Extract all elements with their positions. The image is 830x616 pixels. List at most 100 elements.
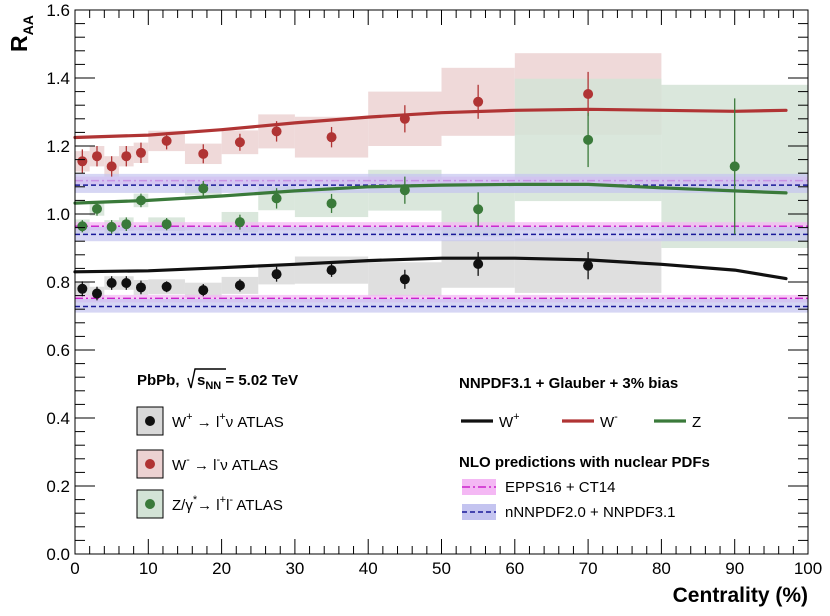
x-tick-label: 0 [70, 559, 79, 578]
data-point-wplus [161, 281, 172, 292]
x-tick-label: 20 [212, 559, 231, 578]
data-point-wminus [106, 161, 117, 172]
data-point-wminus [161, 135, 172, 146]
data-point-wplus [583, 260, 594, 271]
legend-label-z: Z/γ*→ l+l- ATLAS [172, 494, 283, 514]
data-point-wminus [135, 147, 146, 158]
model-curve-z [73, 182, 788, 205]
x-tick-label: 80 [652, 559, 671, 578]
data-point-wplus [198, 285, 209, 296]
data-point-wminus [234, 137, 245, 148]
data-point-z [198, 183, 209, 194]
axes-layer: 0 10 20 30 40 50 60 70 80 90 100 0.0 0.2 0.4 0.6 0.8 1.0… [6, 1, 822, 607]
legend-label-sup2: + [220, 494, 226, 506]
data-point-z [271, 193, 282, 204]
legend-label-tail: ν ATLAS [220, 457, 278, 474]
legend-system-text: PbPb, [137, 372, 180, 389]
legend-model-label-main: W [499, 414, 514, 431]
sqrt-symbol [187, 368, 226, 389]
data-point-wminus [198, 148, 209, 159]
legend-marker-z [145, 499, 155, 509]
data-point-wminus [473, 96, 484, 107]
data-point-wminus [121, 151, 132, 162]
legend-label-sup: - [186, 454, 190, 466]
y-tick-label: 0.4 [46, 409, 70, 428]
legend-system-label: PbPb, [137, 372, 180, 389]
data-point-wplus [91, 288, 102, 299]
legend-model-label-wplus: W+ [499, 411, 520, 431]
pdf-band-epps [75, 222, 808, 231]
data-point-z [77, 221, 88, 232]
data-point-z [729, 161, 740, 172]
y-tick-label: 1.4 [46, 69, 70, 88]
legend-nlo-title: NLO predictions with nuclear PDFs [459, 454, 710, 471]
legend-energy-value: = 5.02 TeV [221, 372, 298, 389]
data-point-z [234, 217, 245, 228]
legend-nlo-label-nnpdf: nNNPDF2.0 + NNPDF3.1 [505, 504, 675, 521]
y-tick-label: 0.8 [46, 273, 70, 292]
data-point-wminus [77, 156, 88, 167]
legend-label-sup2: - [217, 454, 221, 466]
data-point-wminus [91, 151, 102, 162]
legend-model-label-sup: + [513, 411, 519, 423]
y-axis-title-main: R [6, 35, 32, 52]
legend-label-wminus: W- → l-ν ATLAS [172, 454, 278, 474]
y-tick-label: 0.2 [46, 477, 70, 496]
data-point-wminus [271, 126, 282, 137]
pdf-band-epps [75, 294, 808, 303]
legend-label-sup: * [193, 494, 198, 506]
x-tick-label: 40 [359, 559, 378, 578]
pdf-band-nnpdf [75, 226, 808, 242]
data-point-wplus [473, 258, 484, 269]
legend-model-label-z: Z [692, 414, 701, 431]
data-point-wplus [106, 278, 117, 289]
legend-energy: sNN = 5.02 TeV [197, 372, 298, 392]
y-axis-title: RAA [6, 15, 36, 52]
legend-label-arrow: → l [197, 497, 220, 514]
data-point-z [91, 203, 102, 214]
data-point-wplus [77, 283, 88, 294]
data-point-wplus [135, 282, 146, 293]
pdf-band-nnpdf [75, 299, 808, 313]
legend-marker-wplus [145, 416, 155, 426]
legend-nlo-label-epps: EPPS16 + CT14 [505, 479, 615, 496]
pdf-band-nnpdf [75, 173, 808, 193]
model-curve-wplus [73, 256, 788, 281]
legend-label-arrow: → l [190, 457, 217, 474]
legend-label-wplus: W+ → l+ν ATLAS [172, 411, 284, 431]
data-point-z [161, 219, 172, 230]
y-tick-label: 0.6 [46, 341, 70, 360]
data-point-wplus [271, 269, 282, 280]
model-curves-layer [73, 107, 788, 281]
legend-label-sup2: + [219, 411, 225, 423]
pdf-bands-layer [75, 173, 808, 313]
data-points-layer [77, 71, 740, 301]
legend-label-sup3: - [229, 494, 233, 506]
data-point-z [135, 195, 146, 206]
x-tick-label: 100 [794, 559, 822, 578]
x-tick-label: 90 [725, 559, 744, 578]
data-point-z [473, 204, 484, 215]
x-tick-label: 10 [139, 559, 158, 578]
legend-model-label-main: W [600, 414, 615, 431]
legend-label-sup: + [186, 411, 192, 423]
y-tick-label: 1.2 [46, 137, 70, 156]
data-point-z [121, 219, 132, 230]
data-point-wminus [326, 132, 337, 143]
legend-label-tail2: ATLAS [233, 497, 283, 514]
legend-label-main: W [172, 457, 187, 474]
y-axis-title-sub: AA [20, 15, 36, 35]
data-point-wplus [121, 278, 132, 289]
data-point-z [326, 198, 337, 209]
legend-label-tail: ν ATLAS [226, 414, 284, 431]
data-point-z [583, 134, 594, 145]
legend-energy-s: s [197, 372, 205, 389]
legend-energy-sub: NN [205, 380, 221, 392]
legend-model-title: NNPDF3.1 + Glauber + 3% bias [459, 375, 678, 392]
data-point-wminus [583, 88, 594, 99]
x-axis-title: Centrality (%) [673, 584, 808, 607]
legend-label-main: Z/γ [172, 497, 193, 514]
